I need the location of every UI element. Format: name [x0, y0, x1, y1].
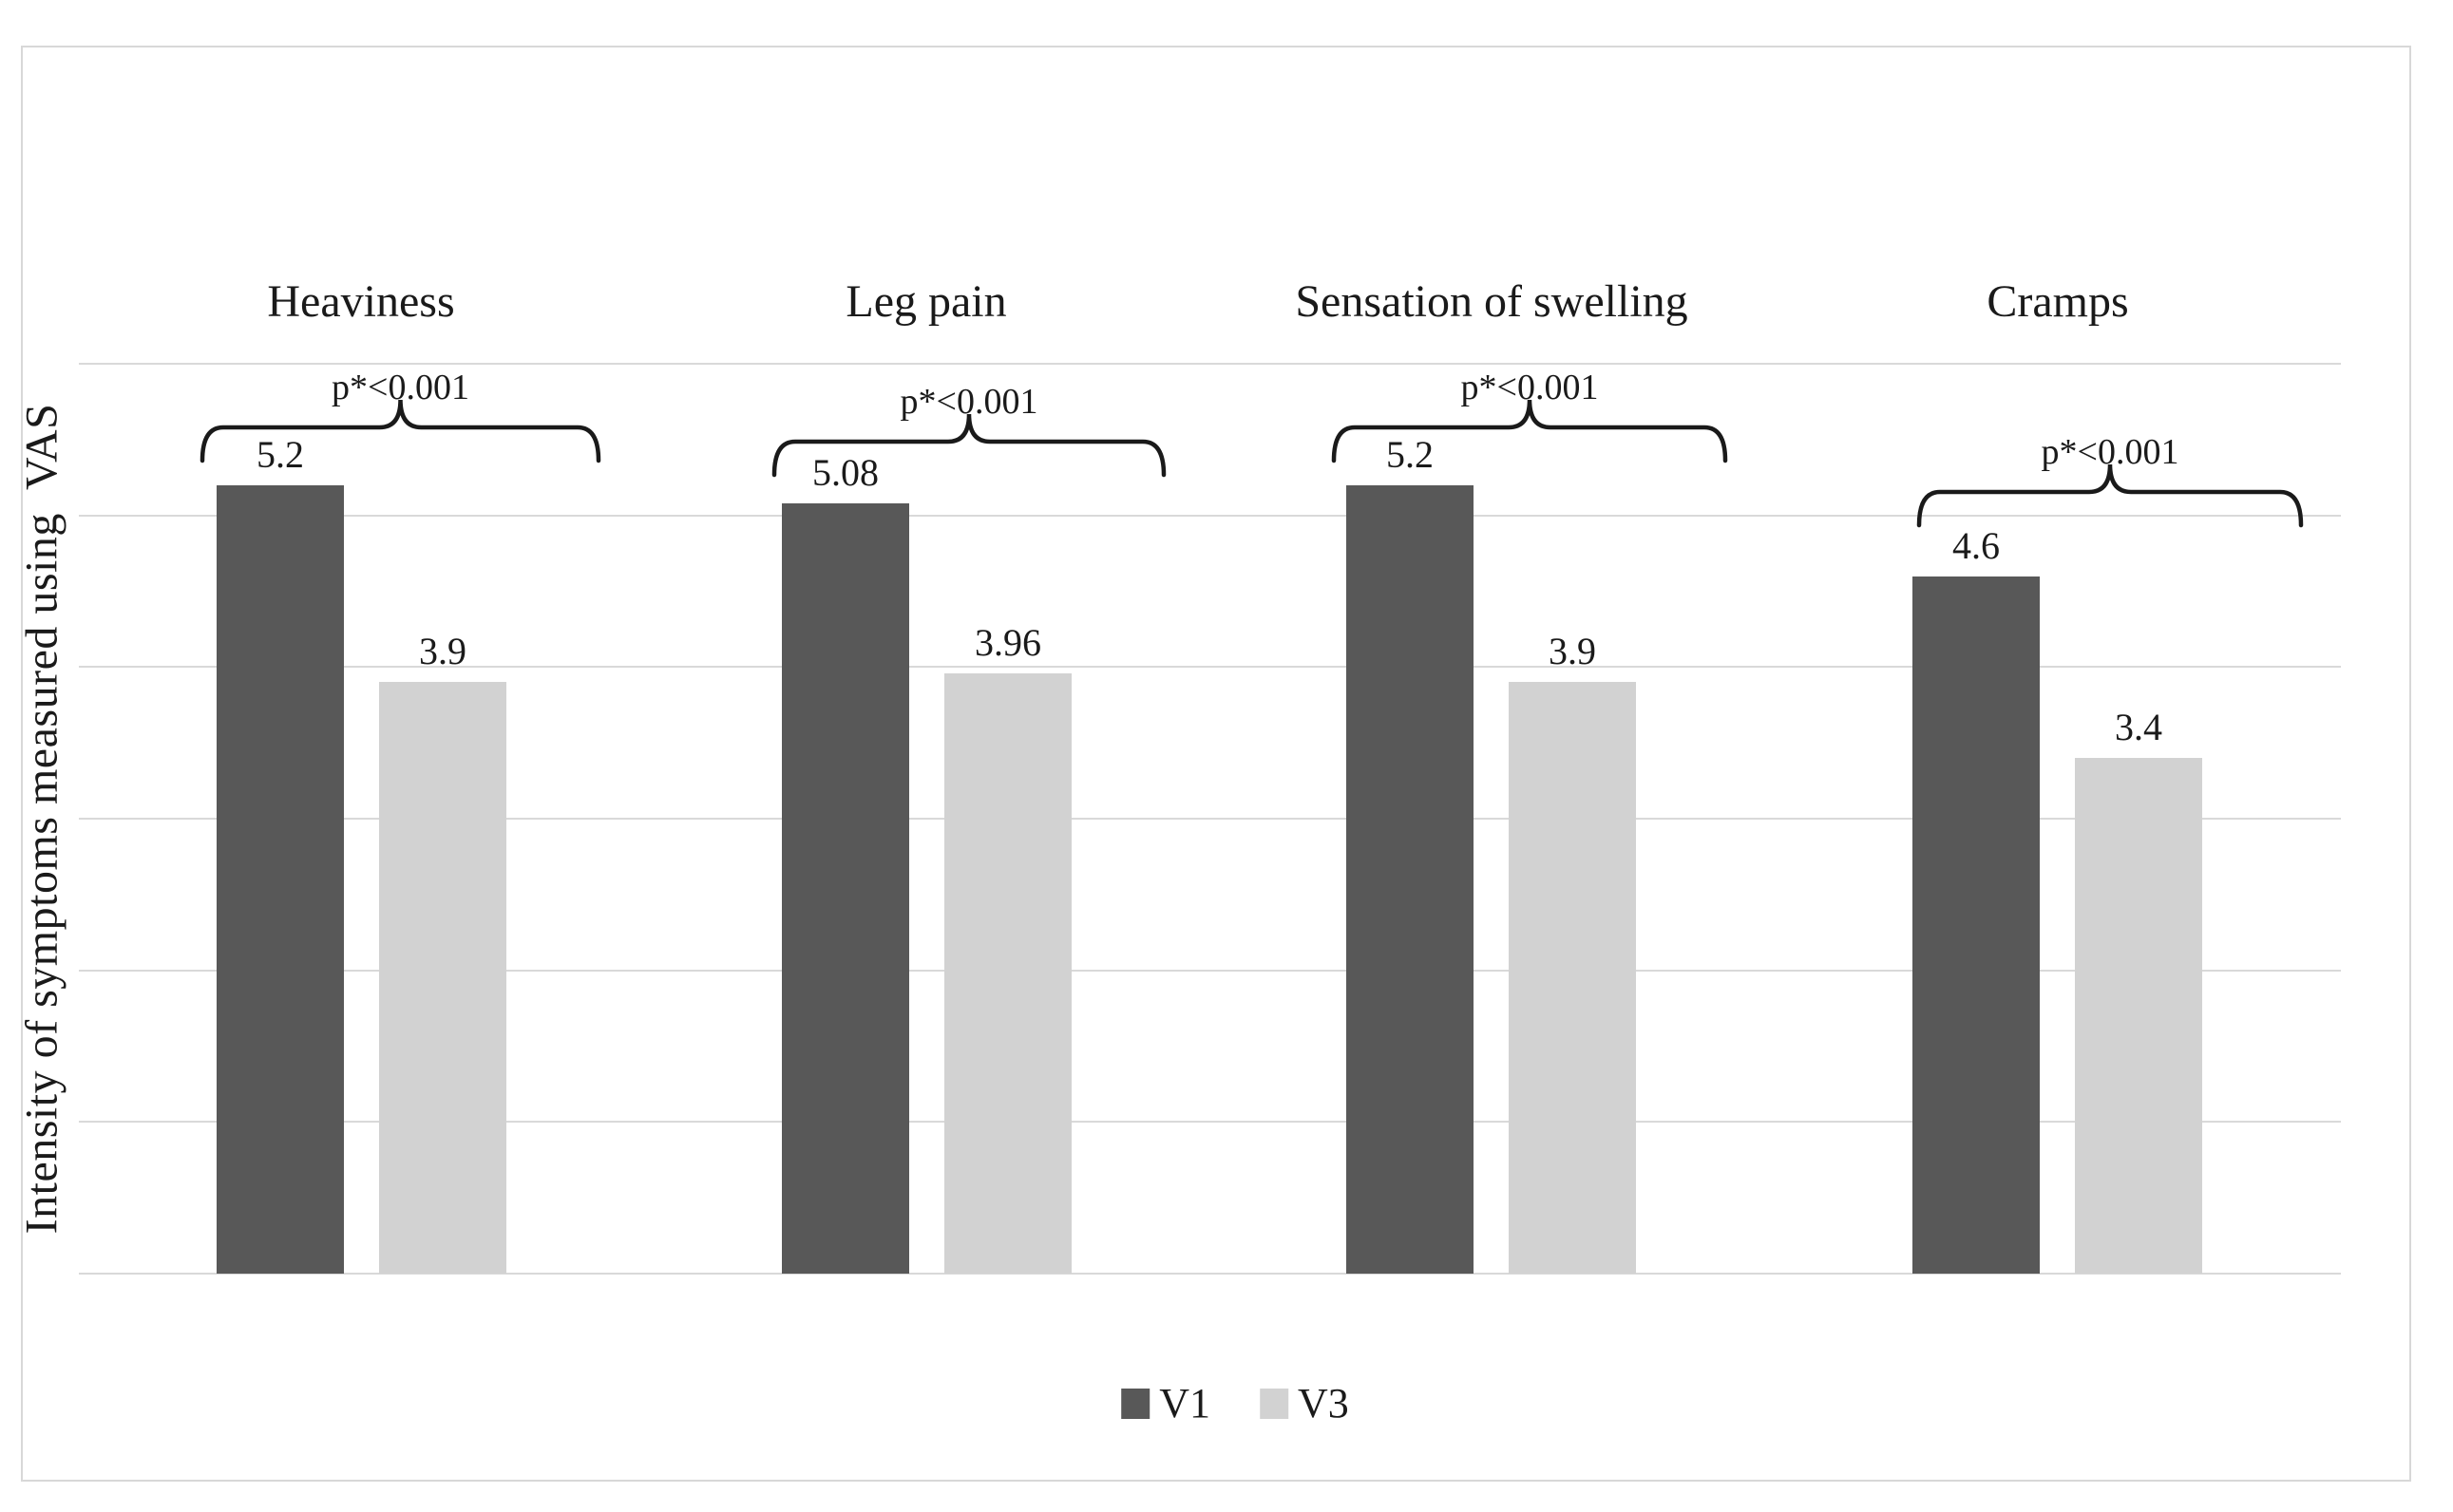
value-label: 4.6: [1952, 523, 2000, 567]
category-label: Leg pain: [846, 276, 1007, 327]
value-label: 3.96: [975, 620, 1041, 664]
significance-brace: [1331, 399, 1728, 463]
gridline: [79, 818, 2341, 820]
value-label: 3.9: [419, 630, 466, 673]
bar-v3: [1509, 682, 1636, 1274]
significance-brace: [1916, 463, 2304, 528]
gridline: [79, 514, 2341, 517]
v1-swatch-icon: [1121, 1389, 1150, 1419]
v3-swatch-icon: [1260, 1389, 1288, 1419]
bar-v1: [217, 484, 344, 1274]
legend: V1 V3: [1121, 1383, 1349, 1425]
legend-item-v1: V1: [1121, 1383, 1210, 1425]
bar-v1: [782, 502, 909, 1274]
category-label: Cramps: [1987, 276, 2129, 327]
legend-label-v1: V1: [1159, 1380, 1210, 1427]
x-axis-baseline: [79, 1273, 2341, 1275]
gridline: [79, 969, 2341, 972]
legend-label-v3: V3: [1298, 1380, 1349, 1427]
figure-border: [21, 46, 2411, 1482]
bar-v3: [379, 682, 506, 1274]
gridline: [79, 1121, 2341, 1124]
category-label: Sensation of swelling: [1295, 276, 1688, 327]
bar-v3: [2075, 758, 2202, 1274]
value-label: 5.2: [257, 432, 304, 476]
significance-brace: [200, 399, 601, 463]
gridline: [79, 666, 2341, 669]
y-axis-title: Intensity of symptoms measured using VAS: [16, 403, 67, 1235]
value-label: 3.4: [2115, 706, 2162, 749]
value-label: 3.9: [1549, 630, 1596, 673]
bar-v1: [1346, 484, 1474, 1274]
value-label: 5.08: [812, 450, 879, 494]
gridline: [79, 363, 2341, 365]
legend-item-v3: V3: [1260, 1383, 1349, 1425]
value-label: 5.2: [1386, 432, 1434, 476]
category-label: Heaviness: [267, 276, 455, 327]
significance-brace: [771, 413, 1167, 478]
bar-v3: [944, 672, 1072, 1274]
bar-v1: [1912, 576, 2040, 1274]
